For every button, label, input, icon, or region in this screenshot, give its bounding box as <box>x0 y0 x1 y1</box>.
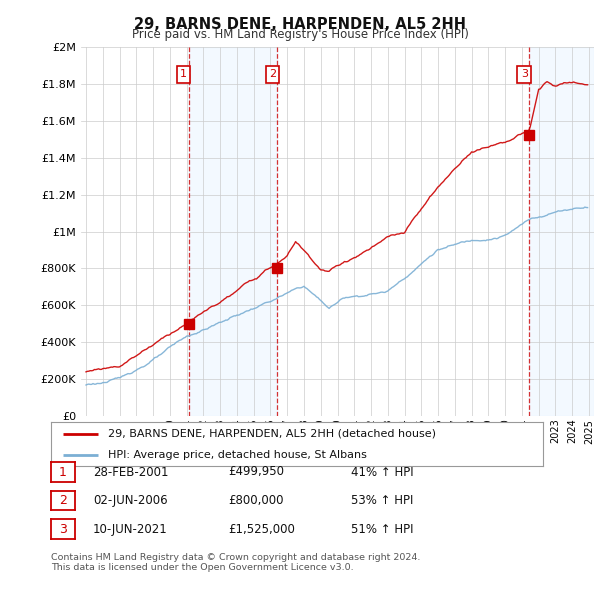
Text: 29, BARNS DENE, HARPENDEN, AL5 2HH (detached house): 29, BARNS DENE, HARPENDEN, AL5 2HH (deta… <box>107 429 436 439</box>
Text: 2: 2 <box>59 494 67 507</box>
Text: This data is licensed under the Open Government Licence v3.0.: This data is licensed under the Open Gov… <box>51 563 353 572</box>
Text: 3: 3 <box>521 70 528 79</box>
Text: £800,000: £800,000 <box>228 494 284 507</box>
Text: 02-JUN-2006: 02-JUN-2006 <box>93 494 167 507</box>
Text: £1,525,000: £1,525,000 <box>228 523 295 536</box>
Text: 1: 1 <box>59 466 67 478</box>
Text: 3: 3 <box>59 523 67 536</box>
Text: 1: 1 <box>180 70 187 79</box>
Text: Contains HM Land Registry data © Crown copyright and database right 2024.: Contains HM Land Registry data © Crown c… <box>51 553 421 562</box>
Bar <box>529 47 594 416</box>
Text: HPI: Average price, detached house, St Albans: HPI: Average price, detached house, St A… <box>107 450 367 460</box>
Text: 51% ↑ HPI: 51% ↑ HPI <box>351 523 413 536</box>
Text: 53% ↑ HPI: 53% ↑ HPI <box>351 494 413 507</box>
Text: £499,950: £499,950 <box>228 466 284 478</box>
Text: 28-FEB-2001: 28-FEB-2001 <box>93 466 169 478</box>
Text: 10-JUN-2021: 10-JUN-2021 <box>93 523 168 536</box>
Text: Price paid vs. HM Land Registry's House Price Index (HPI): Price paid vs. HM Land Registry's House … <box>131 28 469 41</box>
Text: 2: 2 <box>269 70 276 79</box>
Text: 41% ↑ HPI: 41% ↑ HPI <box>351 466 413 478</box>
Bar <box>188 47 277 416</box>
Text: 29, BARNS DENE, HARPENDEN, AL5 2HH: 29, BARNS DENE, HARPENDEN, AL5 2HH <box>134 17 466 31</box>
